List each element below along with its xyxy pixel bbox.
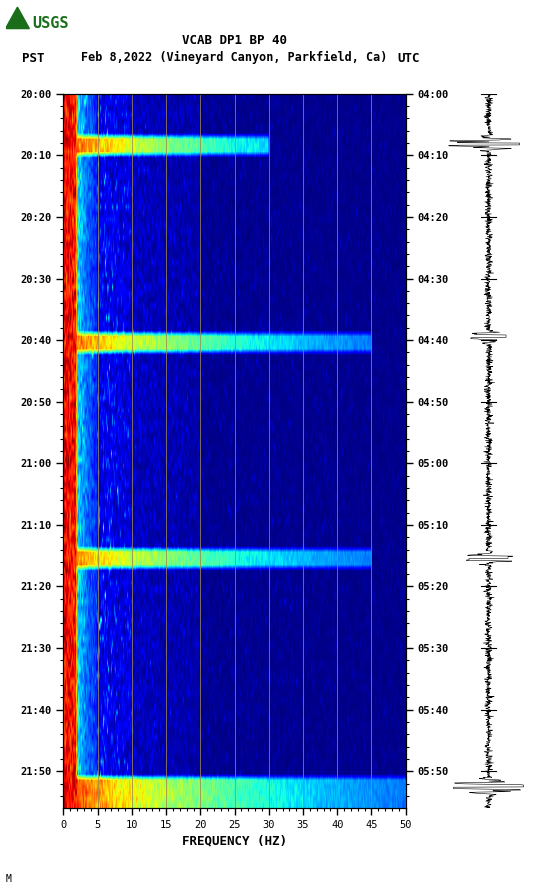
Text: Feb 8,2022 (Vineyard Canyon, Parkfield, Ca): Feb 8,2022 (Vineyard Canyon, Parkfield, … xyxy=(81,51,388,63)
X-axis label: FREQUENCY (HZ): FREQUENCY (HZ) xyxy=(182,834,287,847)
Text: M: M xyxy=(6,874,12,884)
Polygon shape xyxy=(6,7,29,29)
Text: VCAB DP1 BP 40: VCAB DP1 BP 40 xyxy=(182,34,287,46)
Text: USGS: USGS xyxy=(32,16,68,30)
Text: UTC: UTC xyxy=(397,52,420,64)
Text: PST: PST xyxy=(22,52,45,64)
